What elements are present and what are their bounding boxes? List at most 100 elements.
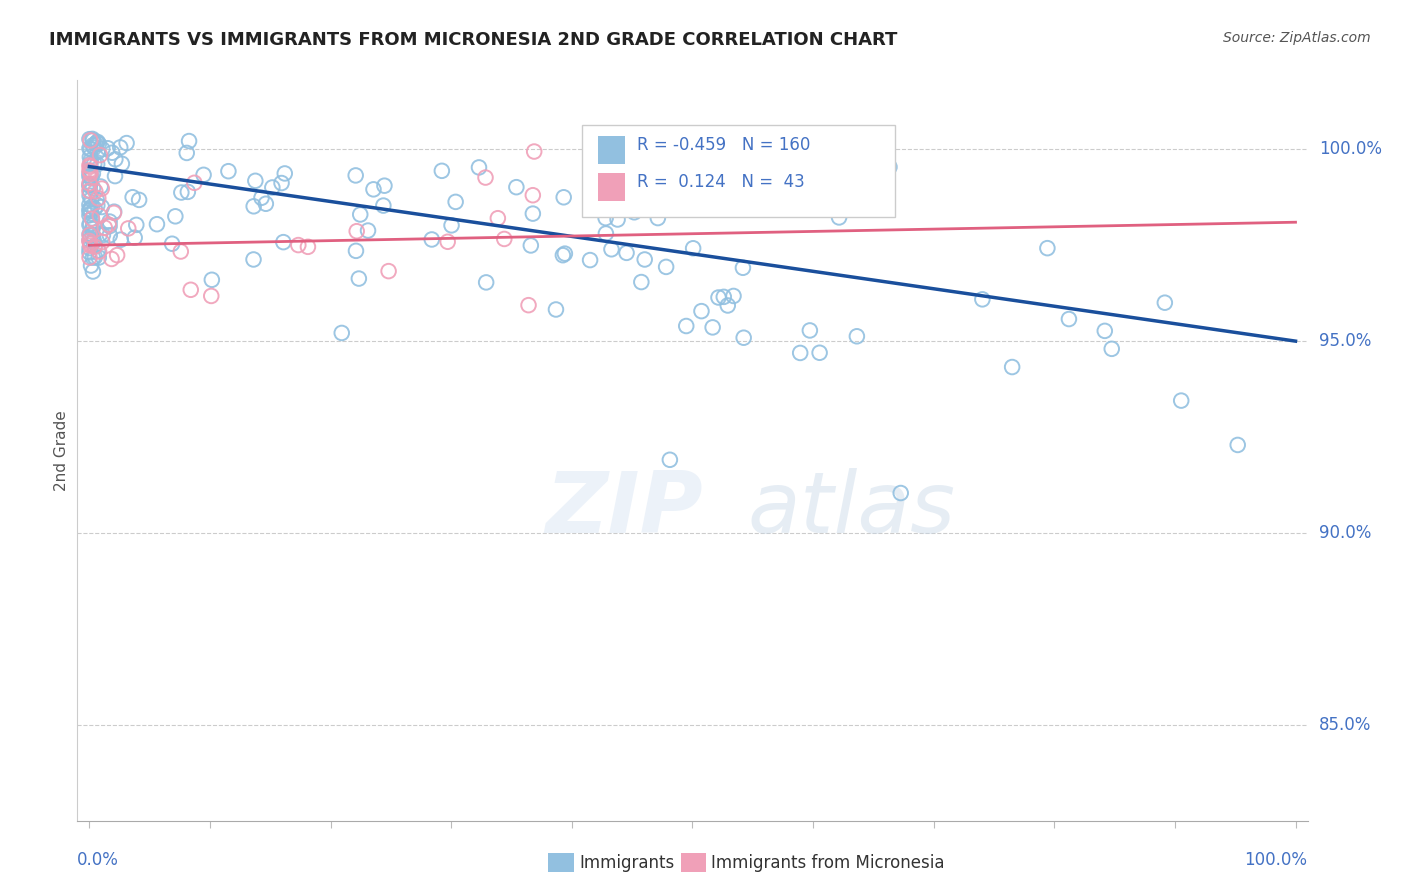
Point [630, 275, 652, 289]
Point [86, 198, 108, 212]
Point [436, 235, 458, 249]
Point [634, 252, 657, 267]
Point [444, 194, 467, 209]
Point [87, 244, 110, 259]
Point [79, 165, 101, 179]
Point [682, 241, 704, 255]
Point [117, 221, 139, 235]
Point [97, 141, 120, 155]
Point [89, 148, 111, 162]
Point [91, 142, 114, 156]
Point [103, 204, 125, 219]
Point [82, 132, 104, 146]
Point [79, 188, 101, 202]
Point [90, 200, 112, 214]
Point [79, 178, 101, 193]
Point [170, 244, 193, 259]
Point [83, 240, 105, 254]
Point [517, 298, 540, 312]
Point [91, 228, 114, 243]
Point [79, 218, 101, 232]
Point [94, 220, 117, 235]
Point [83, 239, 105, 253]
Text: 0.0%: 0.0% [77, 851, 120, 869]
Text: ZIP: ZIP [546, 468, 703, 551]
Point [82, 222, 104, 236]
Point [79, 227, 101, 242]
Point [79, 234, 101, 248]
Text: 100.0%: 100.0% [1244, 851, 1308, 869]
Point [82, 181, 104, 195]
Point [494, 232, 516, 246]
Point [177, 185, 200, 199]
Point [245, 174, 267, 188]
Point [79, 163, 101, 178]
Point [828, 211, 851, 225]
Point [346, 224, 368, 238]
Point [193, 168, 215, 182]
Point [655, 260, 678, 274]
Text: IMMIGRANTS VS IMMIGRANTS FROM MICRONESIA 2ND GRADE CORRELATION CHART: IMMIGRANTS VS IMMIGRANTS FROM MICRONESIA… [49, 31, 897, 49]
Point [79, 208, 101, 222]
Text: 95.0%: 95.0% [1319, 332, 1371, 351]
Point [79, 160, 101, 174]
Point [520, 238, 543, 252]
Point [98, 228, 121, 243]
Point [82, 138, 104, 153]
Point [80, 171, 103, 186]
Point [1101, 342, 1123, 356]
Point [177, 134, 200, 148]
Point [79, 167, 101, 181]
Point [82, 218, 104, 232]
Point [79, 169, 101, 184]
Point [723, 289, 745, 303]
Point [274, 166, 297, 180]
Point [799, 323, 821, 337]
Point [125, 218, 148, 232]
Point [124, 230, 146, 244]
Point [79, 198, 101, 212]
Point [544, 302, 567, 317]
Point [128, 193, 150, 207]
Point [600, 242, 623, 256]
Point [717, 298, 740, 312]
Point [647, 211, 669, 225]
Point [330, 326, 353, 340]
Point [146, 217, 169, 231]
Point [420, 232, 443, 246]
Point [845, 329, 868, 343]
Point [89, 227, 111, 242]
Point [377, 264, 399, 278]
Point [80, 211, 103, 226]
Point [79, 156, 101, 170]
Point [90, 179, 112, 194]
Point [475, 276, 498, 290]
Point [579, 253, 602, 268]
Point [287, 238, 309, 252]
Point [1153, 295, 1175, 310]
Point [87, 136, 110, 151]
Point [79, 227, 101, 242]
Point [110, 140, 132, 154]
Point [217, 164, 239, 178]
Point [733, 331, 755, 345]
Point [83, 156, 105, 170]
Text: 90.0%: 90.0% [1319, 524, 1371, 542]
Point [86, 135, 108, 149]
Point [1170, 393, 1192, 408]
Point [616, 245, 638, 260]
Point [82, 167, 104, 181]
Point [79, 132, 101, 146]
Point [79, 238, 101, 252]
Point [80, 259, 103, 273]
Point [79, 202, 101, 216]
Point [97, 218, 120, 232]
Point [87, 244, 110, 258]
Point [98, 219, 121, 233]
Point [344, 169, 367, 183]
Point [90, 181, 112, 195]
Bar [598, 136, 624, 164]
Point [86, 157, 108, 171]
Point [595, 211, 617, 225]
Point [675, 318, 697, 333]
